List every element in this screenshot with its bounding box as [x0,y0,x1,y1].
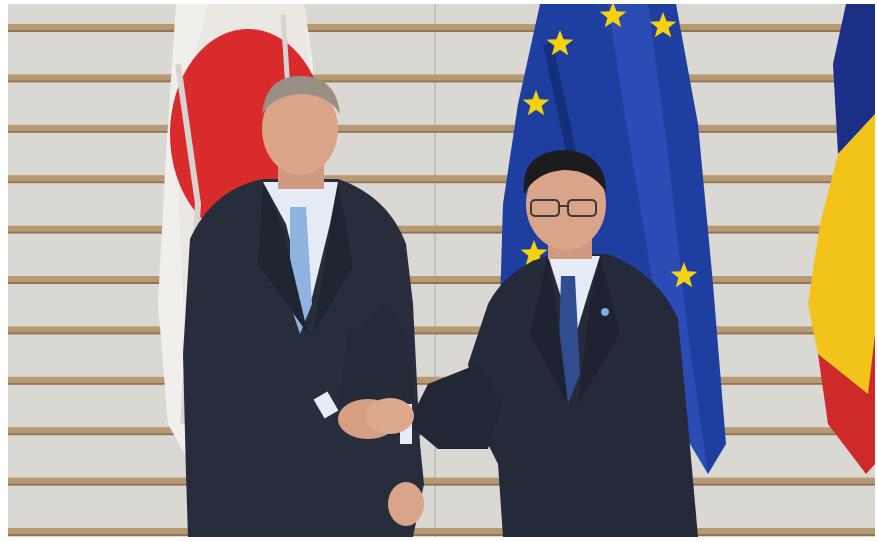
person-left [183,76,424,537]
wooden-slat-shadow [8,534,875,536]
person-right [400,150,698,537]
wooden-slat [8,24,875,30]
wooden-slat [8,175,875,182]
eu-star [522,90,550,116]
photograph [8,4,875,537]
handshake [338,398,414,439]
wooden-slat-shadow [8,231,875,234]
wooden-slat-shadow [8,30,875,32]
wooden-slat-shadow [8,282,875,284]
wooden-slat [8,124,875,131]
eu-star [599,4,627,28]
wooden-slat-shadow [8,483,875,486]
eu-star [670,262,698,288]
wooden-slat-shadow [8,130,875,133]
eu-star [546,30,574,56]
wooden-slat-shadow [8,332,875,335]
wooden-slat [8,477,875,484]
eu-star [520,240,548,266]
wooden-slat [8,276,875,282]
romania-flag [808,4,875,474]
eu-star [649,12,677,38]
wall-background [8,4,875,537]
wooden-slat-shadow [8,181,875,184]
wooden-slat [8,225,875,232]
wooden-slat-shadow [8,80,875,83]
wooden-slat [8,74,875,81]
eu-flag-stars [520,4,698,288]
wooden-slat [8,528,875,534]
wooden-slat [8,326,875,333]
bottom-margin [0,537,877,542]
